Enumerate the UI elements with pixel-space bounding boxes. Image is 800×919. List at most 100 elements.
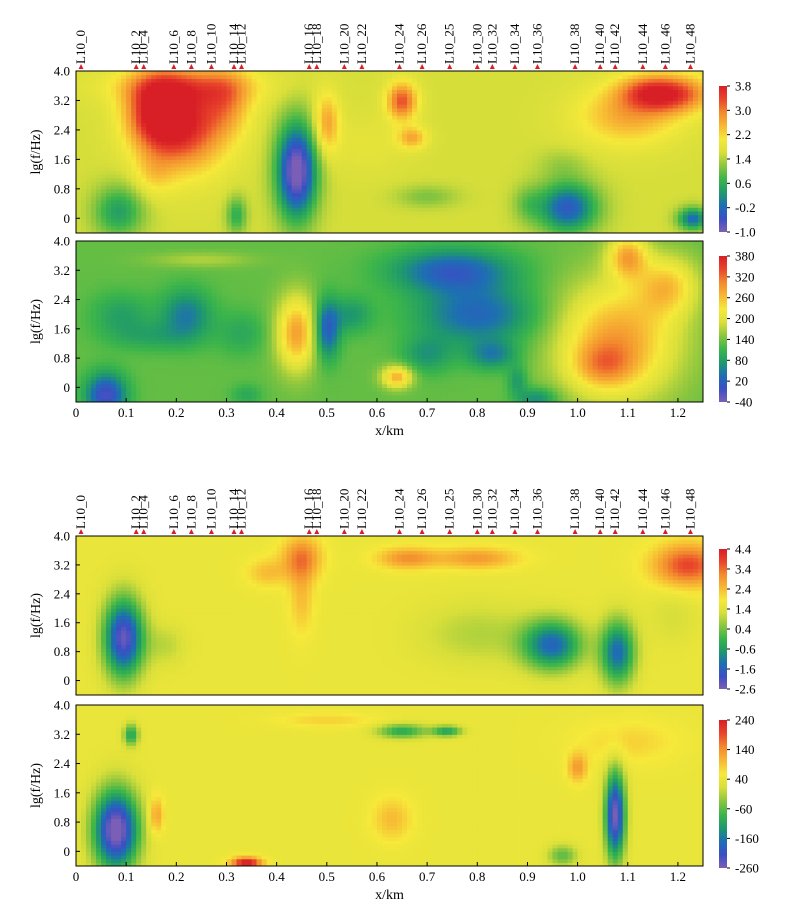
station-label: L10_42 [607, 24, 622, 64]
y-tick-label: 4.0 [54, 234, 70, 249]
x-tick-label: 0.5 [319, 405, 335, 420]
colorbar-3 [719, 549, 727, 689]
y-axis-label: lg(f/Hz) [29, 593, 44, 638]
station-marker [171, 529, 177, 534]
x-tick-label: 0.8 [469, 405, 485, 420]
x-tick-label: 1.2 [670, 405, 686, 420]
x-tick-label: 0.3 [218, 405, 234, 420]
colorbar-tick-label: 20 [735, 374, 748, 389]
y-tick-label: 0 [64, 844, 71, 859]
station-label: L10_30 [469, 489, 484, 529]
station-label: L10_0 [73, 495, 88, 529]
station-label: L10_46 [657, 488, 672, 529]
heatmap-panel-3 [76, 536, 703, 695]
station-marker [512, 529, 518, 534]
station-marker [474, 64, 480, 69]
colorbar-tick-label: -60 [735, 801, 752, 816]
colorbar-tick-label: 140 [735, 742, 755, 757]
colorbar-tick-label: -2.6 [735, 682, 756, 697]
station-marker [572, 529, 578, 534]
y-tick-label: 2.4 [54, 586, 71, 601]
station-marker [489, 529, 495, 534]
x-tick-label: 0.2 [168, 405, 184, 420]
colorbar-tick-label: -1.6 [735, 662, 756, 677]
station-marker [208, 64, 214, 69]
station-marker [419, 64, 425, 69]
x-tick-label: 0.6 [369, 405, 386, 420]
colorbar-tick-label: 2.2 [735, 127, 751, 142]
heatmap-panel-2 [76, 241, 703, 402]
station-marker [397, 64, 403, 69]
y-tick-label: 0.8 [54, 815, 70, 830]
station-marker [188, 64, 194, 69]
x-tick-label: 1.1 [620, 405, 636, 420]
station-label: L10_4 [136, 30, 151, 64]
y-tick-label: 4.0 [54, 64, 70, 79]
y-tick-label: 4.0 [54, 698, 70, 713]
y-tick-label: 0 [64, 211, 71, 226]
station-label: L10_30 [469, 24, 484, 64]
station-label: L10_26 [414, 488, 429, 529]
station-label: L10_14 [226, 488, 241, 529]
station-label: L10_46 [657, 23, 672, 64]
station-label: L10_2 [128, 30, 143, 64]
station-label: L10_12 [234, 24, 249, 64]
station-marker [341, 64, 347, 69]
heatmap-panel-1 [76, 71, 703, 233]
colorbar-tick-label: -1.0 [735, 225, 756, 240]
x-tick-label: 1.0 [569, 405, 585, 420]
panel-frame-1 [75, 70, 704, 234]
station-marker [78, 64, 84, 69]
station-marker [597, 529, 603, 534]
y-tick-label: 4.0 [54, 529, 70, 544]
station-marker [612, 529, 618, 534]
colorbar-tick-label: -260 [735, 861, 759, 876]
x-tick-label: 0.1 [118, 869, 134, 884]
station-label: L10_36 [529, 488, 544, 529]
station-marker [534, 64, 540, 69]
x-tick-label: 0.2 [168, 869, 184, 884]
y-axis-label: lg(f/Hz) [29, 763, 44, 808]
colorbar-tick-label: -0.6 [735, 642, 756, 657]
station-marker [78, 529, 84, 534]
axes-layer: 4.0 3.2 2.4 1.6 0.8 0 lg(f/Hz) 4.0 3.2 2.4 1.6 0.8 0… [29, 64, 704, 903]
station-label: L10_44 [635, 488, 650, 529]
y-tick-label: 0.8 [54, 644, 70, 659]
y-tick-label: 2.4 [54, 756, 71, 771]
station-marker [359, 64, 365, 69]
y-tick-label: 1.6 [54, 321, 71, 336]
y-tick-label: 2.4 [54, 122, 71, 137]
colorbar-tick-label: 140 [735, 332, 755, 347]
colorbar-tick-label: 3.8 [735, 79, 751, 94]
colorbar-tick-label: 0.6 [735, 176, 752, 191]
x-tick-label: 0.9 [519, 869, 535, 884]
station-marker [447, 529, 453, 534]
colorbar-tick-label: 1.4 [735, 602, 752, 617]
station-label: L10_40 [592, 24, 607, 64]
station-label: L10_32 [484, 24, 499, 64]
station-label: L10_34 [507, 488, 522, 529]
panels-layer [76, 71, 703, 866]
station-marker [489, 64, 495, 69]
station-marker [141, 64, 147, 69]
station-label: L10_42 [607, 489, 622, 529]
station-label: L10_10 [203, 489, 218, 529]
station-label: L10_12 [234, 489, 249, 529]
station-label: L10_34 [507, 23, 522, 64]
station-marker [208, 529, 214, 534]
station-label: L10_2 [128, 495, 143, 529]
x-axis-label: x/km [375, 888, 404, 903]
x-tick-label: 0.3 [218, 869, 234, 884]
station-marker [419, 529, 425, 534]
y-axis-label: lg(f/Hz) [29, 129, 44, 174]
station-label: L10_16 [301, 23, 316, 64]
x-tick-label: 0 [73, 869, 80, 884]
station-marker [662, 529, 668, 534]
station-marker [133, 529, 139, 534]
colorbar-tick-label: 320 [735, 269, 755, 284]
station-marker [133, 64, 139, 69]
x-tick-label: 0.4 [269, 869, 286, 884]
y-tick-label: 2.4 [54, 292, 71, 307]
station-label: L10_26 [414, 23, 429, 64]
